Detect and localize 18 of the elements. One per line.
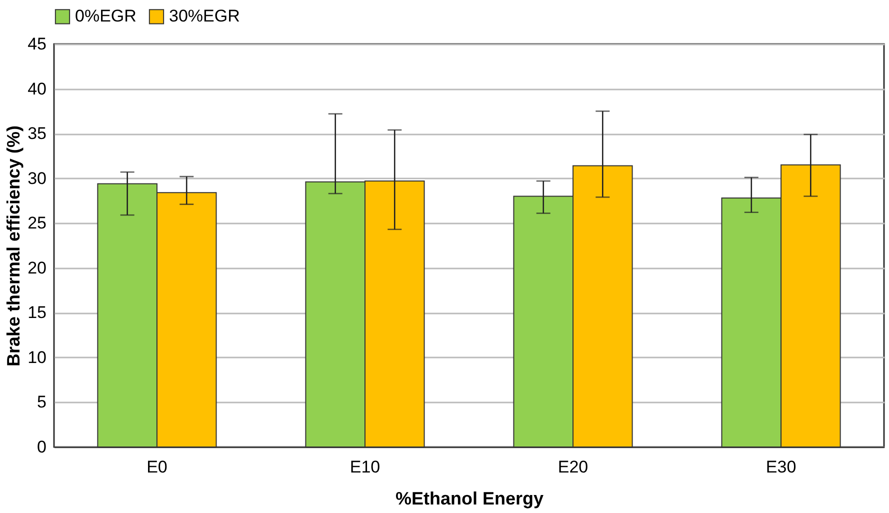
y-tick-label: 40 [28, 79, 46, 98]
x-tick-label: E0 [146, 458, 168, 476]
y-tick-label: 35 [28, 124, 46, 144]
y-tick-label: 30 [28, 168, 46, 188]
x-tick-label: E30 [766, 458, 796, 476]
y-tick-label: 20 [28, 258, 46, 278]
legend-label: 0%EGR [75, 6, 136, 26]
y-tick-label: 0 [37, 438, 46, 456]
y-axis-title: Brake thermal efficiency (%) [4, 125, 24, 367]
y-tick-label: 10 [28, 348, 46, 367]
x-axis-title: %Ethanol Energy [395, 488, 544, 508]
y-tick-label: 45 [28, 34, 46, 54]
y-tick-label: 15 [28, 303, 46, 322]
x-tick-label: E20 [558, 458, 588, 476]
x-tick-label: E10 [350, 458, 380, 476]
legend-label: 30%EGR [169, 6, 240, 26]
y-tick-label: 5 [37, 392, 46, 412]
y-tick-label: 25 [28, 214, 46, 233]
